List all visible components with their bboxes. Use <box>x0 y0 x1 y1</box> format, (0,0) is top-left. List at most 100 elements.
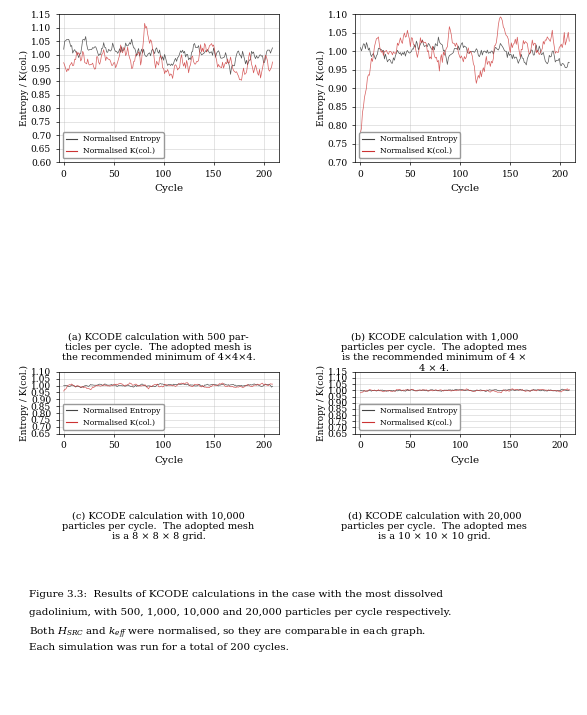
Normalised Entropy <box>157 379 164 388</box>
Normalised K(col.) <box>249 63 256 72</box>
Normalised K(col.) <box>60 59 68 67</box>
Normalised Entropy <box>249 49 256 58</box>
Normalised Entropy <box>227 70 234 79</box>
Normalised K(col.) <box>183 378 190 387</box>
Normalised Entropy <box>563 64 570 72</box>
Normalised K(col.) <box>357 128 364 137</box>
Text: (a) KCODE calculation with 500 par-
ticles per cycle.  The adopted mesh is
the r: (a) KCODE calculation with 500 par- ticl… <box>62 332 255 363</box>
Normalised Entropy <box>161 380 168 389</box>
Text: (b) KCODE calculation with 1,000
particles per cycle.  The adopted mes
is the re: (b) KCODE calculation with 1,000 particl… <box>342 332 527 373</box>
Normalised K(col.) <box>104 382 111 390</box>
Normalised Entropy <box>533 386 540 395</box>
Normalised K(col.) <box>564 385 571 393</box>
Line: Normalised Entropy: Normalised Entropy <box>64 36 272 74</box>
Line: Normalised K(col.): Normalised K(col.) <box>64 24 272 80</box>
Y-axis label: Entropy / K(col.): Entropy / K(col.) <box>21 50 29 127</box>
Normalised Entropy <box>359 44 366 52</box>
Line: Normalised Entropy: Normalised Entropy <box>64 383 272 388</box>
Normalised Entropy <box>533 41 540 49</box>
Normalised Entropy <box>105 45 112 54</box>
Normalised K(col.) <box>141 19 148 28</box>
Normalised K(col.) <box>545 34 552 43</box>
Normalised K(col.) <box>533 49 540 57</box>
Text: Figure 3.3:  Results of KCODE calculations in the case with the most dissolved: Figure 3.3: Results of KCODE calculation… <box>29 590 443 599</box>
Y-axis label: Entropy / K(col.): Entropy / K(col.) <box>317 365 326 440</box>
Normalised Entropy <box>559 385 566 393</box>
Normalised K(col.) <box>164 381 171 390</box>
Normalised K(col.) <box>248 383 255 391</box>
Text: Both $H_{SRC}$ and $k_{eff}$ were normalised, so they are comparable in each gra: Both $H_{SRC}$ and $k_{eff}$ were normal… <box>29 626 427 641</box>
Y-axis label: Entropy / K(col.): Entropy / K(col.) <box>317 50 326 127</box>
Normalised K(col.) <box>238 76 245 84</box>
Normalised K(col.) <box>566 385 573 394</box>
Normalised K(col.) <box>532 386 539 395</box>
Normalised Entropy <box>357 386 364 395</box>
Normalised Entropy <box>457 42 464 51</box>
Normalised K(col.) <box>359 109 366 117</box>
Normalised K(col.) <box>60 387 68 395</box>
Normalised K(col.) <box>159 383 166 391</box>
Y-axis label: Entropy / K(col.): Entropy / K(col.) <box>21 365 29 440</box>
Normalised K(col.) <box>456 51 463 60</box>
Legend: Normalised Entropy, Normalised K(col.): Normalised Entropy, Normalised K(col.) <box>359 132 460 158</box>
Normalised Entropy <box>249 380 256 389</box>
Normalised K(col.) <box>165 68 172 77</box>
Line: Normalised K(col.): Normalised K(col.) <box>64 383 272 391</box>
Normalised K(col.) <box>269 380 276 388</box>
Normalised Entropy <box>566 58 573 66</box>
Normalised K(col.) <box>544 386 551 395</box>
Normalised Entropy <box>165 60 172 69</box>
Text: (d) KCODE calculation with 20,000
particles per cycle.  The adopted mes
is a 10 : (d) KCODE calculation with 20,000 partic… <box>342 511 527 541</box>
Normalised K(col.) <box>104 54 111 63</box>
Normalised K(col.) <box>62 385 69 393</box>
Normalised Entropy <box>62 381 69 390</box>
Normalised K(col.) <box>62 64 69 73</box>
X-axis label: Cycle: Cycle <box>451 456 480 465</box>
Normalised Entropy <box>482 387 489 395</box>
Normalised K(col.) <box>401 386 408 395</box>
Normalised K(col.) <box>401 29 408 37</box>
Legend: Normalised Entropy, Normalised K(col.): Normalised Entropy, Normalised K(col.) <box>63 404 164 430</box>
Normalised Entropy <box>461 386 468 395</box>
Legend: Normalised Entropy, Normalised K(col.): Normalised Entropy, Normalised K(col.) <box>359 404 460 430</box>
Normalised Entropy <box>401 47 408 56</box>
Normalised Entropy <box>269 44 276 52</box>
Line: Normalised K(col.): Normalised K(col.) <box>360 389 569 393</box>
Normalised K(col.) <box>497 13 504 21</box>
Normalised K(col.) <box>359 388 366 397</box>
Normalised K(col.) <box>357 388 364 397</box>
Normalised Entropy <box>462 42 469 51</box>
Normalised Entropy <box>160 56 167 64</box>
Line: Normalised K(col.): Normalised K(col.) <box>360 17 569 132</box>
Normalised K(col.) <box>566 37 573 46</box>
Normalised Entropy <box>435 33 442 41</box>
Normalised Entropy <box>166 380 173 389</box>
Normalised Entropy <box>357 44 364 52</box>
Normalised K(col.) <box>236 383 243 391</box>
Normalised Entropy <box>545 385 552 394</box>
Normalised K(col.) <box>160 64 167 73</box>
Normalised Entropy <box>60 45 68 54</box>
Normalised Entropy <box>545 57 552 66</box>
Line: Normalised Entropy: Normalised Entropy <box>360 389 569 391</box>
Normalised Entropy <box>105 381 112 390</box>
Normalised Entropy <box>566 386 573 395</box>
Normalised Entropy <box>237 51 244 59</box>
Normalised Entropy <box>77 383 84 392</box>
Normalised Entropy <box>269 382 276 390</box>
Normalised Entropy <box>237 382 244 390</box>
Normalised Entropy <box>62 36 69 45</box>
X-axis label: Cycle: Cycle <box>154 456 183 465</box>
Line: Normalised Entropy: Normalised Entropy <box>360 37 569 68</box>
Legend: Normalised Entropy, Normalised K(col.): Normalised Entropy, Normalised K(col.) <box>63 132 164 158</box>
Normalised Entropy <box>401 387 408 395</box>
Text: (c) KCODE calculation with 10,000
particles per cycle.  The adopted mesh
is a 8 : (c) KCODE calculation with 10,000 partic… <box>62 511 255 541</box>
Text: Each simulation was run for a total of 200 cycles.: Each simulation was run for a total of 2… <box>29 644 289 653</box>
Normalised K(col.) <box>456 386 463 395</box>
X-axis label: Cycle: Cycle <box>451 184 480 193</box>
Normalised Entropy <box>82 32 89 41</box>
Normalised Entropy <box>359 387 366 395</box>
Normalised K(col.) <box>269 58 276 66</box>
Normalised K(col.) <box>461 52 468 61</box>
Normalised Entropy <box>60 381 68 390</box>
